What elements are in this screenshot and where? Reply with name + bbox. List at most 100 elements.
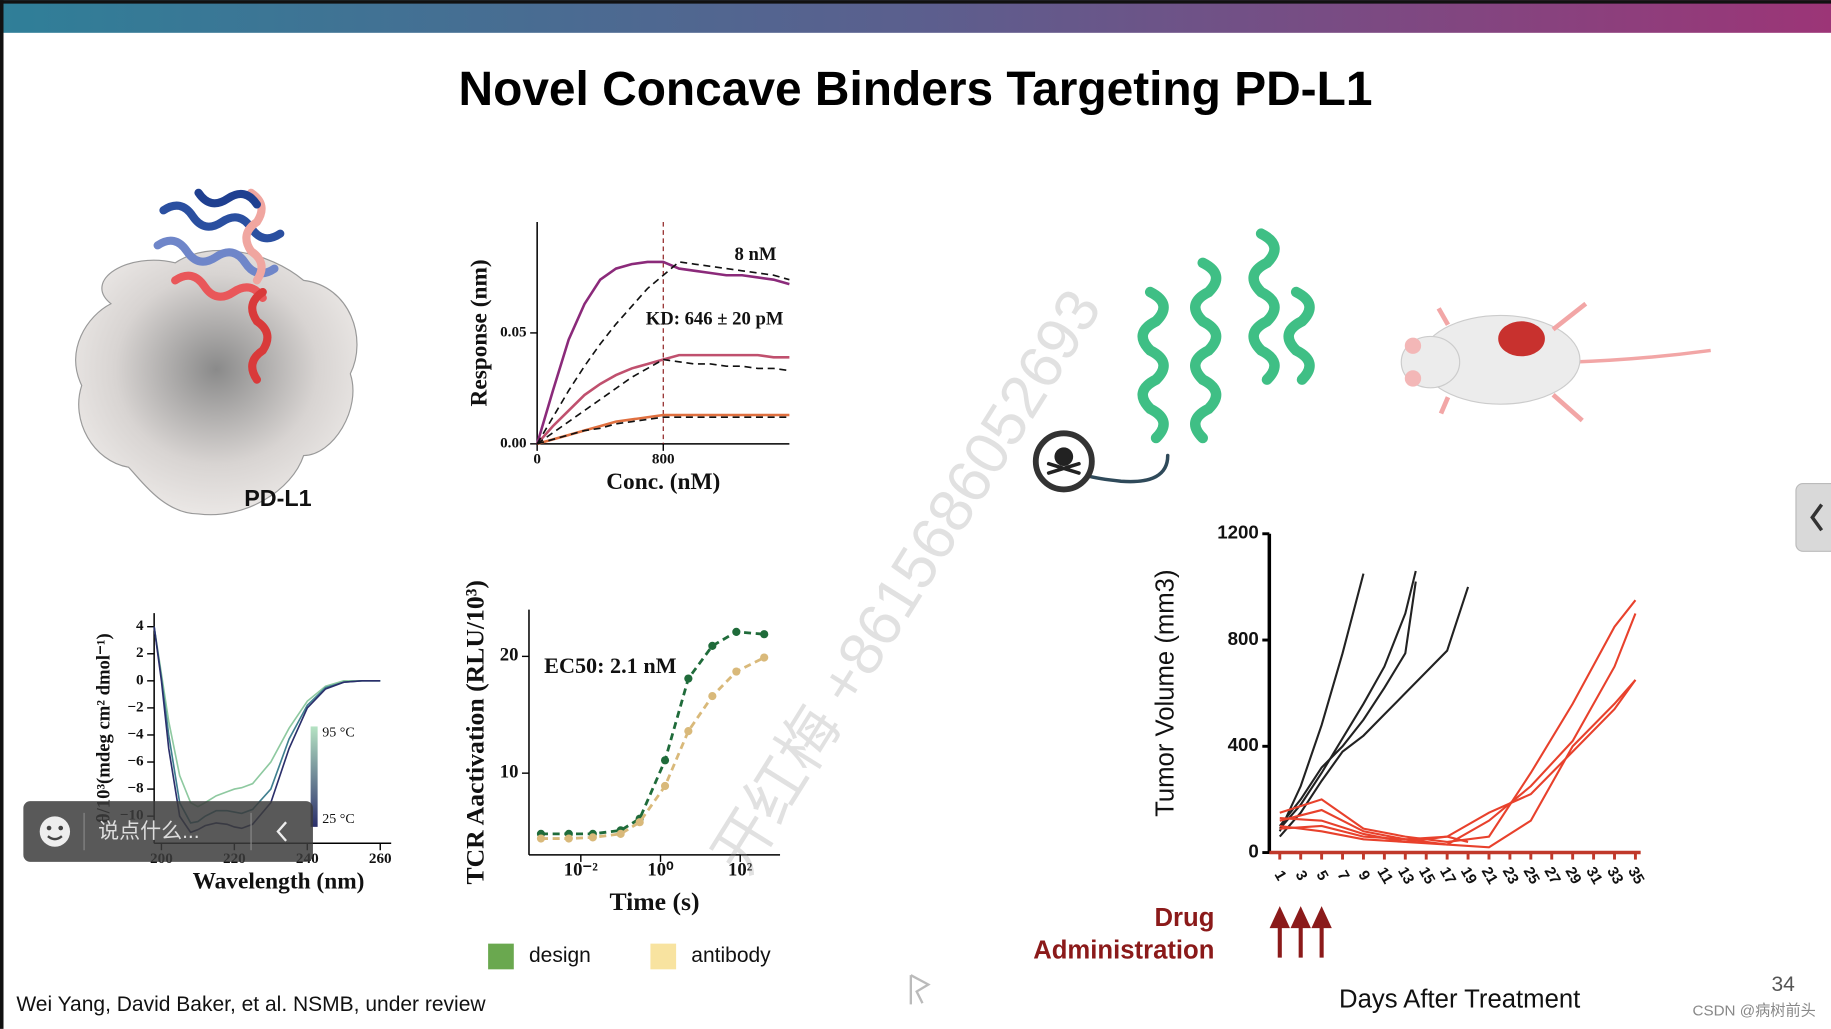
y-tick-label: 0 <box>136 671 144 688</box>
mouse-illustration <box>1400 301 1711 423</box>
legend-label: design <box>529 944 591 967</box>
x-axis-label: Days After Treatment <box>1339 986 1580 1014</box>
data-point <box>732 627 741 636</box>
x-tick-label: 33 <box>1603 864 1626 887</box>
y-tick-label: 20 <box>500 645 519 666</box>
y-axis-label: Response (nm) <box>466 259 492 406</box>
x-tick-label: 19 <box>1457 864 1480 887</box>
data-point <box>660 756 670 765</box>
x-axis-label: Conc. (nM) <box>606 469 720 495</box>
annotation: Administration <box>1033 937 1214 965</box>
data-line <box>1279 599 1637 843</box>
x-tick-label: 15 <box>1415 864 1438 888</box>
frame-top <box>0 0 1831 4</box>
y-tick-label: 4 <box>136 617 144 634</box>
comment-placeholder[interactable]: 说点什么... <box>98 820 200 843</box>
legend-swatch <box>650 943 677 970</box>
x-tick-label: 27 <box>1541 864 1564 887</box>
data-point <box>635 818 644 827</box>
data-line <box>535 260 790 445</box>
data-line <box>1279 679 1637 841</box>
x-tick-label: 10⁻² <box>564 860 599 881</box>
y-axis-label: Tumor Volume (mm3) <box>1151 569 1179 816</box>
y-axis-label: θ/10³(mdeg cm² dmol⁻¹) <box>93 633 114 823</box>
data-line <box>540 656 765 840</box>
x-tick-label: 25 <box>1520 864 1543 888</box>
data-point <box>660 781 670 791</box>
x-tick-label: 21 <box>1478 864 1501 888</box>
x-tick-label: 10⁰ <box>647 860 674 881</box>
y-tick-label: −8 <box>127 780 144 797</box>
drug-arrow <box>1269 906 1290 958</box>
data-line <box>1278 573 1365 832</box>
y-tick-label: −4 <box>127 725 144 742</box>
top-bar <box>0 0 1831 33</box>
data-point <box>536 834 546 843</box>
x-tick-label: 260 <box>369 850 392 867</box>
y-tick-label: 0.00 <box>500 434 527 451</box>
colorbar <box>310 726 318 827</box>
x-axis-label: Wavelength (nm) <box>193 868 365 894</box>
data-line <box>540 630 765 836</box>
data-line <box>536 413 790 446</box>
y-tick-label: −6 <box>127 753 144 770</box>
comment-box[interactable]: 说点什么... <box>23 801 313 862</box>
x-tick-label: 10² <box>728 860 753 881</box>
data-point <box>616 829 625 838</box>
frame-left <box>0 0 4 1029</box>
x-tick-label: 31 <box>1582 864 1605 888</box>
data-point <box>760 653 769 662</box>
y-tick-label: 1200 <box>1217 522 1259 543</box>
data-line <box>536 358 790 445</box>
x-tick-label: 17 <box>1436 864 1459 887</box>
csdn-credit: CSDN @病树前头 <box>1693 1002 1816 1019</box>
y-axis-label: TCR Aactivation (RLU/10³) <box>460 580 489 885</box>
data-point <box>708 691 717 701</box>
data-line <box>153 626 381 808</box>
annotation: 8 nM <box>735 244 777 265</box>
legend-label: antibody <box>691 944 771 967</box>
y-tick-label: 400 <box>1228 734 1259 755</box>
annotation: KD: 646 ± 20 pM <box>646 308 784 329</box>
colorbar-label: 25 °C <box>322 812 354 827</box>
y-tick-label: −2 <box>127 698 143 715</box>
data-point <box>684 727 693 736</box>
pdl1-structure: PD-L1 <box>75 188 358 516</box>
data-line <box>1279 816 1469 843</box>
colorbar-label: 95 °C <box>322 726 354 741</box>
page-number: 34 <box>1771 973 1795 996</box>
data-point <box>708 641 717 650</box>
data-line <box>1278 570 1417 830</box>
data-line <box>1279 679 1637 849</box>
data-point <box>564 834 573 843</box>
x-tick-label: 0 <box>533 451 541 468</box>
data-line <box>1278 586 1470 838</box>
x-tick-label: 23 <box>1499 864 1522 887</box>
data-point <box>732 667 741 676</box>
drug-arrow <box>1290 906 1311 958</box>
slide-title: Novel Concave Binders Targeting PD-L1 <box>459 63 1373 116</box>
annotation: Drug <box>1155 904 1215 932</box>
annotation: EC50: 2.1 nM <box>544 653 676 678</box>
y-tick-label: 10 <box>500 761 519 782</box>
data-line <box>536 416 790 445</box>
x-tick-label: 13 <box>1394 864 1417 887</box>
side-expand-button[interactable] <box>1795 482 1831 552</box>
data-line <box>1278 581 1417 827</box>
x-tick-label: 29 <box>1562 864 1585 887</box>
data-point <box>760 630 769 639</box>
data-line <box>536 261 790 445</box>
data-line <box>1279 613 1637 846</box>
data-point <box>684 674 693 683</box>
logo-icon <box>909 974 931 1005</box>
structure-label: PD-L1 <box>244 485 311 511</box>
x-axis-label: Time (s) <box>609 887 699 916</box>
y-tick-label: 0 <box>1248 840 1258 861</box>
data-point <box>588 833 597 842</box>
y-tick-label: 0.05 <box>500 323 527 340</box>
binder-structure <box>1032 228 1315 493</box>
y-tick-label: 800 <box>1228 628 1259 649</box>
x-tick-label: 800 <box>652 451 675 468</box>
citation: Wei Yang, David Baker, et al. NSMB, unde… <box>16 993 486 1016</box>
